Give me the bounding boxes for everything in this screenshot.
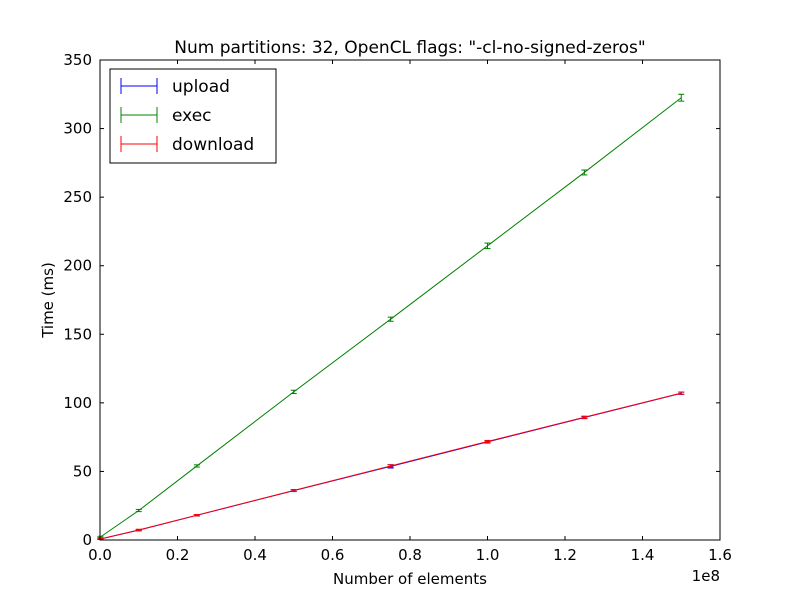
- x-tick-label: 0.4: [243, 546, 267, 564]
- error-bar-exec: [678, 93, 685, 102]
- x-tick-label: 0.6: [321, 546, 345, 564]
- y-tick-label: 200: [63, 257, 92, 275]
- x-tick-label: 0.0: [88, 546, 112, 564]
- error-bar-exec: [290, 389, 297, 395]
- legend: upload exec download: [109, 68, 277, 164]
- x-tick-label: 0.8: [398, 546, 422, 564]
- error-bar-download: [387, 464, 394, 468]
- series-download: [97, 391, 685, 540]
- error-bar-exec: [135, 508, 142, 513]
- legend-item-download: download: [120, 135, 254, 155]
- error-bar-download: [135, 528, 142, 532]
- error-bar-download: [678, 391, 685, 395]
- axis-ticks: 0.0 0.2 0.4 0.6 0.8 1.0 1.2 1.4 1.6 0 50 100 150 200 2…: [63, 51, 732, 564]
- y-tick-label: 150: [63, 325, 92, 343]
- plot-area: [97, 93, 685, 540]
- series-exec: [97, 93, 685, 539]
- legend-item-upload: upload: [120, 77, 230, 97]
- y-tick-label: 300: [63, 120, 92, 138]
- y-tick-label: 50: [73, 462, 92, 480]
- y-tick-label: 0: [82, 531, 92, 549]
- error-bar-exec: [484, 242, 491, 250]
- error-bar-download: [193, 513, 200, 517]
- y-axis-label: Time (ms): [39, 262, 57, 339]
- y-tick-label: 250: [63, 188, 92, 206]
- x-tick-label: 0.2: [166, 546, 190, 564]
- chart-title: Num partitions: 32, OpenCL flags: "-cl-n…: [174, 38, 645, 58]
- y-tick-label: 350: [63, 51, 92, 69]
- legend-box: [109, 68, 277, 164]
- error-bar-download: [581, 415, 588, 419]
- legend-label: upload: [172, 77, 230, 97]
- error-bar-download: [290, 489, 297, 492]
- series-line-download: [100, 392, 682, 540]
- legend-swatch: [120, 78, 158, 94]
- error-bar-download: [484, 439, 491, 444]
- x-tick-label: 1.0: [476, 546, 500, 564]
- error-bar-exec: [193, 464, 200, 468]
- error-bar-exec: [387, 316, 394, 322]
- series-line-exec: [100, 97, 682, 538]
- x-tick-label: 1.4: [631, 546, 655, 564]
- legend-swatch: [120, 136, 158, 152]
- x-tick-label: 1.2: [553, 546, 577, 564]
- legend-swatch: [120, 107, 158, 123]
- x-axis-offset-label: 1e8: [692, 567, 720, 585]
- legend-item-exec: exec: [120, 106, 212, 126]
- error-bar-exec: [581, 169, 588, 176]
- legend-label: download: [172, 135, 254, 155]
- legend-label: exec: [172, 106, 212, 126]
- y-tick-label: 100: [63, 394, 92, 412]
- x-tick-label: 1.6: [708, 546, 732, 564]
- x-axis-label: Number of elements: [333, 570, 487, 588]
